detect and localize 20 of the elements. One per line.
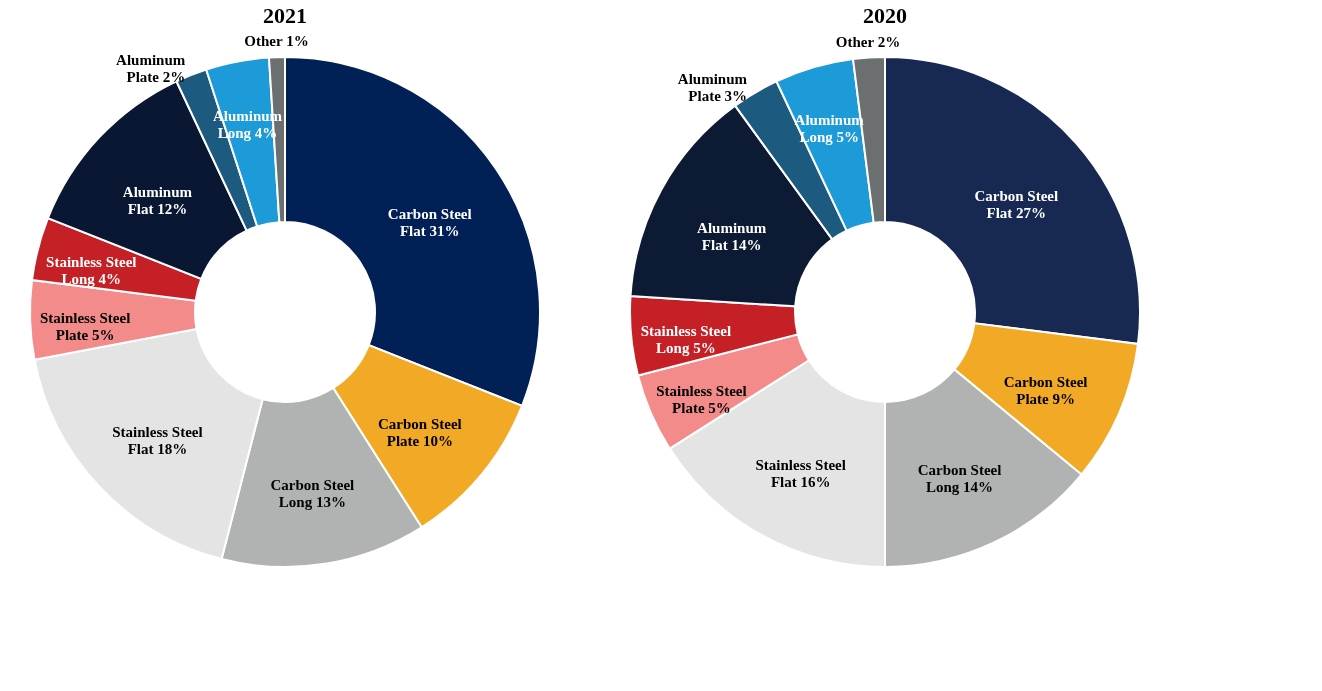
slice-label: Stainless Steel Flat 18% <box>112 423 203 457</box>
chart-title: 2021 <box>263 3 307 28</box>
slice-label: Other 2% <box>835 33 901 50</box>
slice-label: Aluminum Flat 14% <box>697 219 767 253</box>
slice-label: Carbon Steel Long 14% <box>917 462 1002 496</box>
slice-label: Carbon Steel Flat 31% <box>387 205 472 239</box>
slice-label: Stainless Steel Plate 5% <box>656 383 747 417</box>
slice-label: Aluminum Plate 3% <box>677 70 748 104</box>
slice-label: Carbon Steel Long 13% <box>270 476 355 510</box>
slice-label: Stainless Steel Plate 5% <box>39 310 131 344</box>
slice-label: Carbon Steel Flat 27% <box>974 188 1059 222</box>
slice-label: Carbon Steel Plate 9% <box>1003 373 1088 407</box>
slice-label: Stainless Steel Long 5% <box>640 322 732 356</box>
slice-label: Other 1% <box>244 33 309 50</box>
slice-label: Stainless Steel Long 4% <box>46 254 137 288</box>
slice-label: Aluminum Flat 12% <box>122 184 193 218</box>
slice-label: Aluminum Plate 2% <box>116 52 186 86</box>
slice-label: Stainless Steel Flat 16% <box>755 457 846 491</box>
chart-title: 2020 <box>863 3 907 28</box>
slice-label: Carbon Steel Plate 10% <box>377 415 462 449</box>
